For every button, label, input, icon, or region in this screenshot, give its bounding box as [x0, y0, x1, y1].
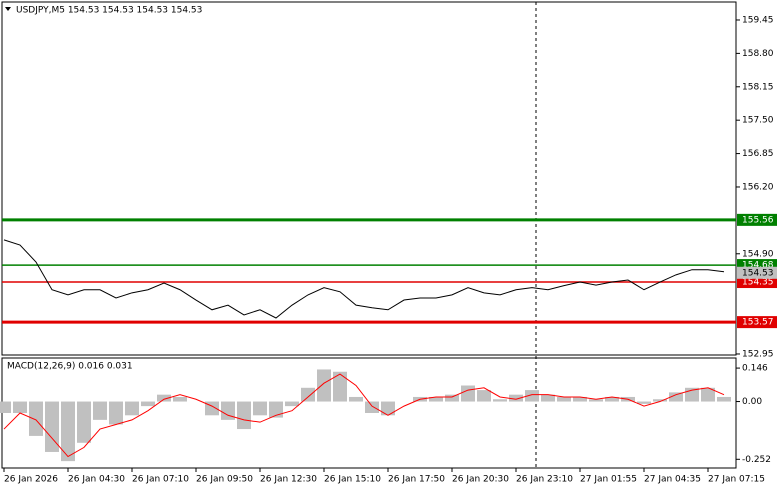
price-line [3, 239, 725, 319]
histogram-bar [381, 401, 395, 416]
histogram-bar [605, 396, 619, 402]
x-tick-label: 26 Jan 17:50 [388, 475, 445, 485]
histogram-bar [461, 385, 475, 402]
histogram-bar [653, 399, 667, 402]
histogram-bar [253, 401, 267, 416]
histogram-bar [269, 401, 283, 418]
x-tick-label: 26 Jan 09:50 [196, 475, 253, 485]
x-tick-label: 27 Jan 04:35 [644, 475, 701, 485]
histogram-bar [365, 401, 379, 413]
histogram-bar [125, 401, 139, 416]
histogram-bar [285, 401, 299, 407]
histogram-bar [93, 401, 107, 420]
x-tick-label: 26 Jan 23:10 [516, 475, 573, 485]
histogram-bar [701, 387, 715, 402]
x-tick-label: 27 Jan 07:15 [708, 475, 765, 485]
y-tick-label: 158.80 [742, 49, 774, 59]
histogram-bar [509, 394, 523, 402]
y-tick-label: 159.45 [742, 15, 774, 25]
y-tick-label: 156.20 [742, 182, 774, 192]
histogram-bar [61, 401, 75, 462]
signal-line [3, 373, 725, 458]
y-tick-label: 152.95 [742, 349, 774, 359]
level-label: 153.57 [742, 318, 774, 328]
histogram-bar [349, 396, 363, 402]
chart-title: USDJPY,M5 154.53 154.53 154.53 154.53 [16, 6, 202, 16]
histogram-bar [301, 387, 315, 402]
level-label-bg [737, 316, 777, 329]
histogram-bar [157, 394, 171, 402]
histogram-bar [173, 396, 187, 402]
histogram-bar [333, 371, 347, 402]
histogram-bar [45, 401, 59, 452]
y-tick-label: 154.90 [742, 249, 774, 259]
histogram-bar [221, 401, 235, 420]
histogram-bar [109, 401, 123, 425]
y-tick-label: 158.15 [742, 82, 774, 92]
level-label-bg [737, 276, 777, 289]
level-label: 155.56 [742, 215, 774, 225]
histogram-bar [477, 390, 491, 402]
level-label-bg [737, 213, 777, 226]
histogram-bar [637, 401, 651, 404]
histogram-bar [445, 394, 459, 402]
y-tick-label: 0.146 [742, 364, 768, 374]
y-tick-label: 156.85 [742, 149, 774, 159]
price-panel [1, 1, 737, 356]
histogram-bar [13, 401, 27, 413]
histogram-bar [429, 396, 443, 402]
x-tick-label: 26 Jan 15:10 [324, 475, 381, 485]
macd-title: MACD(12,26,9) 0.016 0.031 [7, 362, 133, 372]
histogram-bar [525, 390, 539, 402]
level-label: 154.35 [742, 278, 774, 288]
histogram-bar [717, 396, 731, 402]
level-label: 154.68 [742, 261, 774, 271]
histogram-bar [493, 399, 507, 402]
histogram-bar [0, 401, 11, 413]
histogram-bar [573, 396, 587, 402]
histogram-bar [557, 396, 571, 402]
histogram-bar [669, 392, 683, 402]
x-tick-label: 26 Jan 04:30 [68, 475, 125, 485]
x-tick-label: 26 Jan 12:30 [260, 475, 317, 485]
x-tick-label: 27 Jan 01:55 [580, 475, 637, 485]
y-tick-label: 0.00 [742, 397, 762, 407]
price-label-bg [737, 266, 777, 279]
histogram-bar [589, 399, 603, 402]
histogram-bar [237, 401, 251, 430]
price-label: 154.53 [742, 268, 774, 278]
x-tick-label: 26 Jan 20:30 [452, 475, 509, 485]
x-tick-label: 26 Jan 07:10 [132, 475, 189, 485]
histogram-bar [541, 394, 555, 402]
y-tick-label: 157.50 [742, 116, 774, 126]
histogram-bar [77, 401, 91, 443]
histogram-bar [141, 401, 155, 407]
menu-arrow [5, 7, 11, 11]
y-tick-label: -0.252 [742, 455, 771, 465]
x-tick-label: 26 Jan 2026 [4, 475, 58, 485]
histogram-bar [29, 401, 43, 436]
histogram-bar [317, 369, 331, 402]
